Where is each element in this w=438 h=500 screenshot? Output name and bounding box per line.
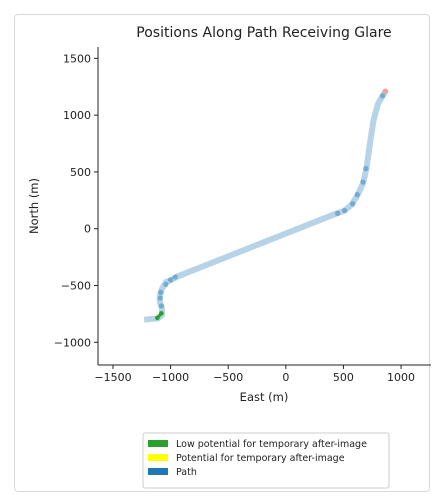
x-axis-label: East (m): [240, 390, 289, 404]
glare-point: [350, 201, 356, 207]
glare-point: [167, 277, 174, 283]
chart-panel: Positions Along Path Receiving Glare −15…: [14, 14, 431, 492]
glare-point: [341, 207, 348, 214]
y-tick-label: 1500: [63, 52, 91, 65]
glare-path-chart: Positions Along Path Receiving Glare −15…: [27, 25, 431, 489]
x-tick-label: −500: [213, 371, 243, 384]
glare-point: [363, 165, 369, 172]
legend-box: [142, 432, 390, 489]
glare-point: [335, 210, 341, 216]
y-axis-label: North (m): [27, 178, 41, 234]
low-potential-point: [159, 311, 164, 316]
glare-point: [172, 274, 178, 280]
y-tick-label: 500: [70, 166, 91, 179]
x-tick-label: 0: [282, 371, 289, 384]
y-tick-label: −500: [61, 280, 91, 293]
glare-point: [354, 192, 360, 198]
x-ticks: −1500 −1000 −500 0 500 1000: [94, 365, 415, 384]
path-line: [143, 89, 389, 323]
chart-legend: Low potential for temporary after-image P…: [142, 432, 390, 489]
low-potential-point: [155, 315, 160, 321]
x-tick-label: 1000: [387, 371, 415, 384]
x-tick-label: −1000: [152, 371, 189, 384]
glare-point: [163, 281, 169, 287]
x-tick-label: −1500: [94, 371, 131, 384]
legend-swatch: [148, 440, 168, 447]
y-tick-label: −1000: [54, 336, 91, 349]
legend-label: Potential for temporary after-image: [176, 453, 345, 464]
legend-label: Low potential for temporary after-image: [176, 439, 367, 450]
chart-title: Positions Along Path Receiving Glare: [136, 25, 391, 41]
y-tick-label: 0: [84, 223, 91, 236]
plot-axes: [97, 47, 431, 366]
glare-point: [158, 303, 164, 309]
x-tick-label: 500: [333, 371, 354, 384]
glare-point: [158, 289, 164, 295]
y-ticks: −1000 −500 0 500 1000 1500: [54, 52, 98, 349]
legend-swatch: [148, 454, 168, 461]
glare-point: [157, 295, 163, 301]
y-tick-label: 1000: [63, 109, 91, 122]
legend-label: Path: [176, 467, 197, 478]
glare-point: [380, 93, 386, 99]
path-end-marker: [382, 88, 389, 95]
series-layer: [143, 88, 389, 323]
legend-swatch: [148, 468, 168, 475]
glare-point: [360, 179, 366, 185]
